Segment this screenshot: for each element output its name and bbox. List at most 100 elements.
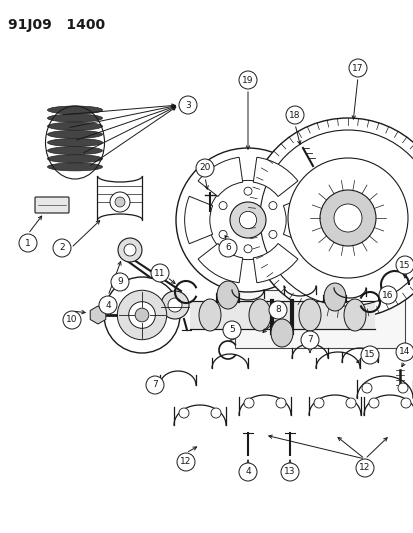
Text: 19: 19 [242, 76, 253, 85]
Text: 8: 8 [275, 305, 280, 314]
Text: 20: 20 [199, 164, 210, 173]
Circle shape [243, 187, 252, 195]
Ellipse shape [47, 147, 102, 155]
Text: 2: 2 [59, 244, 65, 253]
Ellipse shape [47, 163, 102, 171]
Circle shape [395, 256, 413, 274]
Text: 6: 6 [225, 244, 230, 253]
Circle shape [118, 238, 142, 262]
Ellipse shape [216, 281, 238, 309]
Ellipse shape [47, 139, 102, 147]
Text: 9: 9 [117, 278, 123, 287]
Text: 7: 7 [306, 335, 312, 344]
Circle shape [195, 159, 214, 177]
Circle shape [99, 296, 117, 314]
Circle shape [243, 245, 252, 253]
Circle shape [178, 96, 197, 114]
Wedge shape [253, 244, 297, 282]
Ellipse shape [248, 299, 271, 331]
Circle shape [247, 118, 413, 318]
Text: 13: 13 [284, 467, 295, 477]
Circle shape [115, 197, 125, 207]
Circle shape [360, 346, 378, 364]
Circle shape [333, 204, 361, 232]
Circle shape [348, 59, 366, 77]
Circle shape [238, 71, 256, 89]
Circle shape [230, 202, 266, 238]
Circle shape [178, 408, 189, 418]
Wedge shape [282, 196, 311, 244]
Text: 11: 11 [154, 269, 165, 278]
FancyBboxPatch shape [35, 197, 69, 213]
Circle shape [268, 301, 286, 319]
Ellipse shape [271, 319, 292, 347]
Circle shape [313, 398, 323, 408]
Circle shape [151, 264, 169, 282]
Circle shape [218, 239, 236, 257]
Circle shape [397, 383, 407, 393]
Text: 10: 10 [66, 316, 78, 325]
Ellipse shape [199, 299, 221, 331]
Wedge shape [197, 244, 242, 282]
Ellipse shape [47, 155, 102, 163]
Text: 4: 4 [244, 467, 250, 477]
Circle shape [361, 383, 371, 393]
Circle shape [345, 398, 355, 408]
Circle shape [208, 180, 287, 260]
Text: 15: 15 [363, 351, 375, 359]
Circle shape [243, 398, 254, 408]
Ellipse shape [47, 131, 102, 139]
Text: 18: 18 [289, 110, 300, 119]
Circle shape [395, 343, 413, 361]
Circle shape [104, 277, 180, 353]
Circle shape [368, 398, 378, 408]
Circle shape [275, 398, 285, 408]
Circle shape [400, 398, 410, 408]
Ellipse shape [298, 299, 320, 331]
Text: 91J09   1400: 91J09 1400 [8, 18, 105, 32]
Ellipse shape [47, 122, 102, 130]
Text: 7: 7 [152, 381, 157, 390]
Text: 14: 14 [399, 348, 410, 357]
Circle shape [268, 230, 276, 238]
Circle shape [223, 321, 240, 339]
Ellipse shape [47, 106, 102, 114]
Text: 12: 12 [180, 457, 191, 466]
Wedge shape [184, 196, 212, 244]
Circle shape [128, 302, 155, 328]
Polygon shape [90, 306, 106, 324]
Text: 4: 4 [105, 301, 111, 310]
Ellipse shape [343, 299, 365, 331]
Circle shape [280, 463, 298, 481]
Circle shape [259, 130, 413, 306]
Circle shape [268, 201, 276, 209]
Circle shape [146, 376, 164, 394]
Text: 15: 15 [398, 261, 410, 270]
Bar [190, 301, 374, 329]
Wedge shape [197, 157, 242, 197]
Circle shape [19, 234, 37, 252]
Circle shape [124, 244, 136, 256]
Circle shape [176, 148, 319, 292]
Circle shape [285, 106, 303, 124]
Circle shape [177, 453, 195, 471]
Bar [235, 290, 404, 348]
Circle shape [287, 158, 407, 278]
Text: 3: 3 [185, 101, 190, 109]
Circle shape [63, 311, 81, 329]
Circle shape [355, 459, 373, 477]
Circle shape [53, 239, 71, 257]
Circle shape [135, 308, 149, 322]
Circle shape [111, 273, 129, 291]
Circle shape [319, 190, 375, 246]
Circle shape [218, 230, 226, 238]
Text: 5: 5 [228, 326, 234, 335]
Ellipse shape [323, 283, 345, 311]
Text: 16: 16 [381, 290, 393, 300]
Circle shape [117, 290, 166, 340]
Circle shape [300, 331, 318, 349]
Circle shape [218, 201, 226, 209]
Circle shape [161, 291, 189, 319]
Circle shape [211, 408, 221, 418]
Wedge shape [253, 157, 297, 197]
